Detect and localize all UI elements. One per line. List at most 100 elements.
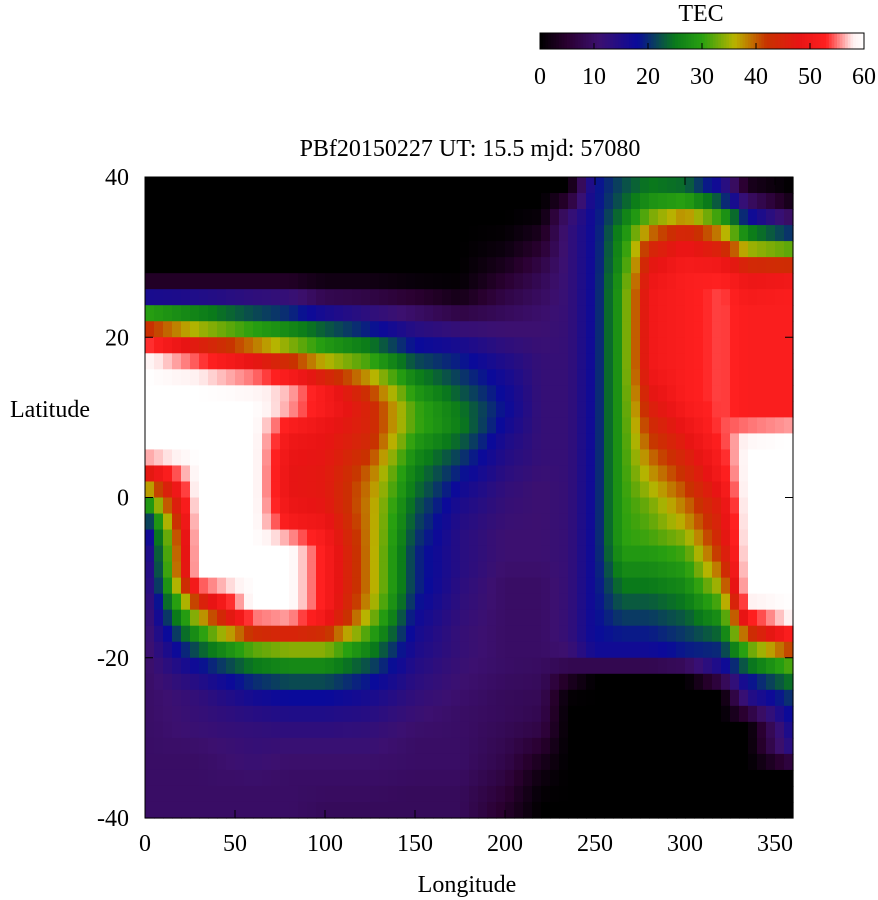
heatmap-cell — [460, 369, 470, 386]
heatmap-cell — [307, 577, 317, 595]
heatmap-cell — [541, 273, 551, 290]
heatmap-cell — [613, 209, 623, 226]
heatmap-cell — [208, 401, 218, 418]
heatmap-cell — [163, 289, 173, 306]
colorbar-segment — [583, 33, 587, 49]
heatmap-cell — [244, 529, 254, 547]
heatmap-cell — [397, 625, 407, 643]
heatmap-cell — [154, 305, 164, 322]
heatmap-cell — [235, 497, 245, 515]
heatmap-cell — [217, 353, 227, 370]
heatmap-cell — [532, 449, 542, 467]
heatmap-cell — [559, 705, 569, 723]
heatmap-cell — [424, 385, 434, 402]
heatmap-cell — [604, 577, 614, 595]
heatmap-cell — [694, 401, 704, 418]
colorbar-segment — [726, 33, 730, 49]
heatmap-cell — [460, 737, 470, 755]
heatmap-cell — [514, 561, 524, 579]
heatmap-cell — [208, 353, 218, 370]
heatmap-cell — [784, 225, 794, 242]
heatmap-cell — [568, 801, 578, 819]
heatmap-cell — [226, 561, 236, 579]
heatmap-cell — [613, 241, 623, 258]
heatmap-cell — [631, 417, 641, 434]
colorbar-segment — [780, 33, 784, 49]
heatmap-cell — [226, 529, 236, 547]
heatmap-cell — [271, 481, 281, 499]
heatmap-cell — [757, 753, 767, 771]
heatmap-cell — [451, 257, 461, 274]
heatmap-cell — [622, 593, 632, 611]
heatmap-cell — [694, 369, 704, 386]
heatmap-cell — [676, 257, 686, 274]
heatmap-cell — [667, 289, 677, 306]
heatmap-cell — [694, 289, 704, 306]
heatmap-cell — [397, 497, 407, 515]
heatmap-cell — [154, 513, 164, 531]
heatmap-cell — [433, 417, 443, 434]
heatmap-cell — [226, 545, 236, 563]
heatmap-cell — [370, 433, 380, 451]
heatmap-cell — [541, 625, 551, 643]
heatmap-cell — [469, 801, 479, 819]
heatmap-cell — [694, 337, 704, 354]
heatmap-cell — [496, 369, 506, 386]
heatmap-cell — [613, 593, 623, 611]
heatmap-cell — [343, 225, 353, 242]
heatmap-cell — [757, 321, 767, 338]
heatmap-cell — [307, 321, 317, 338]
heatmap-cell — [658, 625, 668, 643]
heatmap-cell — [262, 177, 272, 194]
heatmap-cell — [370, 273, 380, 290]
heatmap-cell — [181, 561, 191, 579]
heatmap-cell — [622, 577, 632, 595]
heatmap-cell — [262, 209, 272, 226]
heatmap-cell — [235, 609, 245, 627]
colorbar-segment — [788, 33, 792, 49]
heatmap-cell — [208, 609, 218, 627]
heatmap-cell — [415, 353, 425, 370]
heatmap-cell — [676, 497, 686, 515]
heatmap-cell — [415, 609, 425, 627]
heatmap-cell — [280, 625, 290, 643]
heatmap-cell — [145, 177, 155, 194]
heatmap-cell — [766, 449, 776, 467]
heatmap-cell — [262, 321, 272, 338]
heatmap-cell — [595, 689, 605, 707]
heatmap-cell — [415, 769, 425, 787]
heatmap-cell — [280, 321, 290, 338]
heatmap-cell — [685, 289, 695, 306]
heatmap-cell — [343, 401, 353, 418]
heatmap-cell — [478, 753, 488, 771]
heatmap-cell — [352, 321, 362, 338]
heatmap-cell — [190, 465, 200, 483]
heatmap-cell — [397, 673, 407, 691]
heatmap-cell — [253, 449, 263, 467]
heatmap-cell — [145, 593, 155, 611]
heatmap-cell — [523, 481, 533, 499]
heatmap-cell — [595, 625, 605, 643]
heatmap-cell — [685, 609, 695, 627]
heatmap-cell — [604, 401, 614, 418]
colorbar-segment — [818, 33, 822, 49]
heatmap-cell — [370, 369, 380, 386]
heatmap-cell — [370, 321, 380, 338]
heatmap-cell — [370, 465, 380, 483]
heatmap-cell — [379, 593, 389, 611]
heatmap-cell — [334, 529, 344, 547]
heatmap-cell — [586, 177, 596, 194]
heatmap-cell — [532, 513, 542, 531]
heatmap-cell — [685, 593, 695, 611]
colorbar-segment — [791, 33, 795, 49]
heatmap-cell — [325, 545, 335, 563]
heatmap-cell — [298, 737, 308, 755]
heatmap-cell — [217, 705, 227, 723]
heatmap-cell — [595, 561, 605, 579]
heatmap-cell — [559, 577, 569, 595]
heatmap-cell — [667, 705, 677, 723]
heatmap-cell — [496, 737, 506, 755]
heatmap-cell — [514, 273, 524, 290]
heatmap-cell — [550, 737, 560, 755]
heatmap-cell — [757, 609, 767, 627]
